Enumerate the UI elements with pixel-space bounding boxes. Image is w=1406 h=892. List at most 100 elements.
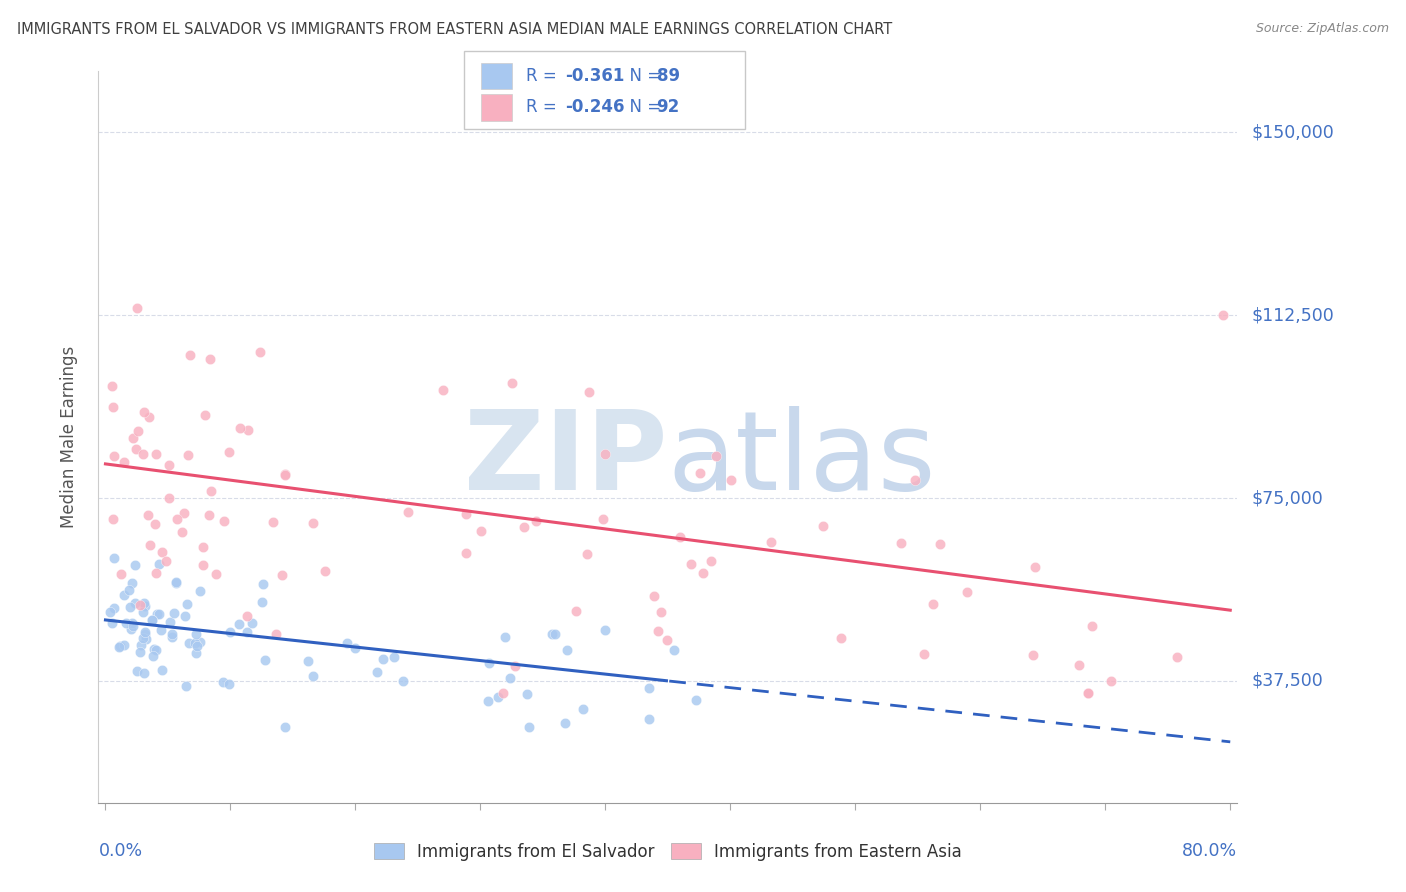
Point xyxy=(120,622,142,636)
Point xyxy=(250,595,273,609)
Point xyxy=(135,632,157,647)
Point xyxy=(170,525,193,540)
Point xyxy=(541,627,564,641)
Point xyxy=(499,671,522,685)
Point xyxy=(124,596,146,610)
Text: N =: N = xyxy=(619,67,666,85)
Point xyxy=(679,557,702,571)
Y-axis label: Median Male Earnings: Median Male Earnings xyxy=(59,346,77,528)
Point xyxy=(191,540,214,554)
Point xyxy=(432,383,454,397)
Text: R =: R = xyxy=(526,98,562,116)
Point xyxy=(165,576,187,591)
Point xyxy=(501,376,523,391)
Point xyxy=(184,636,207,650)
Point xyxy=(155,554,177,568)
Point xyxy=(262,515,284,529)
Text: -0.246: -0.246 xyxy=(565,98,624,116)
Text: $150,000: $150,000 xyxy=(1251,123,1334,141)
Point xyxy=(101,378,124,392)
Point xyxy=(142,649,165,664)
Point xyxy=(179,348,201,362)
Point xyxy=(592,512,614,526)
Point xyxy=(517,720,540,734)
Point xyxy=(211,675,233,690)
Point xyxy=(129,645,152,659)
Point xyxy=(692,566,714,581)
Point xyxy=(118,600,141,615)
Point xyxy=(212,514,235,528)
Point xyxy=(125,664,148,678)
Point xyxy=(555,643,578,657)
Point xyxy=(129,639,152,653)
Point xyxy=(254,653,277,667)
Point xyxy=(655,632,678,647)
Point xyxy=(148,557,170,571)
Point xyxy=(124,558,146,572)
Point xyxy=(301,669,323,683)
Point xyxy=(344,641,367,656)
Point xyxy=(685,693,707,707)
Point xyxy=(101,512,124,526)
Point xyxy=(145,447,167,461)
Point xyxy=(143,517,166,532)
Text: Source: ZipAtlas.com: Source: ZipAtlas.com xyxy=(1256,22,1389,36)
Point xyxy=(173,506,195,520)
Point xyxy=(516,687,538,701)
Point xyxy=(139,538,162,552)
Point xyxy=(759,534,782,549)
Point xyxy=(297,654,319,668)
Text: $75,000: $75,000 xyxy=(1251,489,1323,507)
Point xyxy=(595,446,617,460)
Legend: Immigrants from El Salvador, Immigrants from Eastern Asia: Immigrants from El Salvador, Immigrants … xyxy=(367,837,969,868)
Point xyxy=(1212,308,1234,322)
Point xyxy=(150,663,173,677)
Point xyxy=(492,686,515,700)
Point xyxy=(922,597,945,611)
Point xyxy=(173,608,195,623)
Point xyxy=(571,701,593,715)
Point xyxy=(188,584,211,599)
Point xyxy=(392,673,415,688)
Point xyxy=(720,473,742,487)
Text: $37,500: $37,500 xyxy=(1251,672,1323,690)
Point xyxy=(127,301,149,315)
Point xyxy=(904,473,927,487)
Point xyxy=(114,615,136,630)
Point xyxy=(638,681,661,696)
Point xyxy=(218,677,240,691)
Text: -0.361: -0.361 xyxy=(565,67,624,85)
Text: 92: 92 xyxy=(657,98,681,116)
Point xyxy=(146,607,169,621)
Point xyxy=(575,547,598,561)
Point xyxy=(454,507,477,521)
Point xyxy=(122,431,145,445)
Point xyxy=(229,420,252,434)
Point xyxy=(176,448,198,462)
Point xyxy=(145,566,167,580)
Point xyxy=(669,530,692,544)
Point xyxy=(134,666,156,681)
Point xyxy=(121,576,143,591)
Point xyxy=(136,508,159,523)
Point xyxy=(132,605,155,619)
Point xyxy=(638,712,661,726)
Point xyxy=(145,643,167,657)
Point xyxy=(148,607,170,621)
Point xyxy=(477,694,499,708)
Point xyxy=(112,588,135,602)
Text: 80.0%: 80.0% xyxy=(1182,842,1237,860)
Point xyxy=(336,636,359,650)
Point xyxy=(274,720,297,734)
Point xyxy=(494,630,516,644)
Point xyxy=(198,508,221,522)
Point xyxy=(122,619,145,633)
Point xyxy=(159,615,181,629)
Point xyxy=(1166,650,1188,665)
Point xyxy=(218,624,240,639)
Text: $112,500: $112,500 xyxy=(1251,306,1334,324)
Point xyxy=(662,643,685,657)
Point xyxy=(103,450,125,464)
Point xyxy=(929,537,952,551)
Point xyxy=(238,423,260,437)
